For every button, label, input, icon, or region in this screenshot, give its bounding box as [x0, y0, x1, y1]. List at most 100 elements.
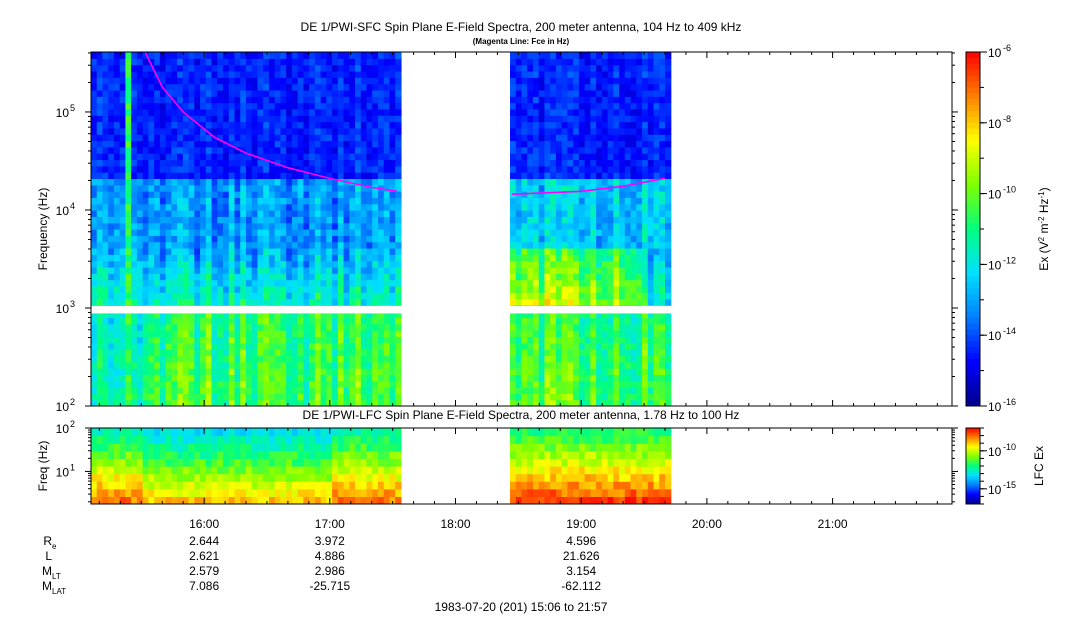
sfc-cell	[619, 241, 626, 249]
sfc-cell	[177, 311, 184, 319]
sfc-cell	[125, 77, 132, 85]
sfc-cell	[647, 380, 655, 388]
sfc-cell	[165, 247, 172, 255]
sfc-cell	[573, 89, 580, 97]
sfc-cell	[647, 127, 655, 135]
sfc-cell	[148, 64, 155, 72]
sfc-cell	[544, 342, 551, 350]
sfc-cell	[532, 210, 540, 217]
sfc-cell	[119, 115, 127, 123]
sfc-cell	[96, 115, 104, 123]
sfc-cell	[596, 349, 603, 357]
sfc-cell	[596, 115, 603, 123]
sfc-cell	[154, 273, 161, 281]
sfc-cell	[291, 342, 299, 350]
sfc-cell	[217, 229, 224, 236]
sfc-cell	[148, 241, 155, 249]
sfc-cell	[314, 159, 322, 167]
sfc-cell	[200, 197, 207, 205]
sfc-cell	[343, 52, 350, 59]
sfc-cell	[142, 89, 149, 97]
sfc-cell	[561, 96, 569, 104]
sfc-cell	[337, 285, 345, 293]
sfc-cell	[291, 58, 299, 66]
sfc-cell	[630, 361, 637, 369]
sfc-cell	[532, 134, 540, 142]
sfc-cell	[383, 279, 391, 287]
sfc-cell	[521, 83, 528, 91]
sfc-cell	[642, 254, 649, 262]
sfc-cell	[378, 254, 385, 262]
sfc-cell	[274, 127, 282, 135]
sfc-cell	[251, 229, 259, 236]
sfc-cell	[291, 64, 299, 72]
sfc-cell	[636, 64, 643, 72]
sfc-cell	[125, 127, 132, 135]
sfc-cell	[515, 77, 523, 85]
sfc-cell	[148, 210, 155, 217]
sfc-cell	[561, 184, 569, 192]
sfc-cell	[234, 203, 241, 211]
sfc-cell	[142, 317, 149, 325]
sfc-cell	[297, 323, 304, 331]
sfc-cell	[217, 102, 224, 110]
sfc-cell	[659, 159, 666, 167]
sfc-cell	[177, 235, 184, 243]
sfc-cell	[159, 241, 167, 249]
sfc-cell	[223, 64, 230, 72]
lfc-cell	[148, 488, 155, 497]
sfc-cell	[113, 285, 121, 293]
sfc-cell	[378, 178, 385, 186]
sfc-cell	[268, 153, 276, 161]
sfc-cell	[578, 279, 586, 287]
sfc-cell	[159, 260, 167, 268]
sfc-cell	[96, 355, 104, 363]
sfc-cell	[555, 222, 563, 230]
sfc-cell	[223, 399, 230, 406]
sfc-cell	[360, 355, 368, 363]
sfc-cell	[636, 115, 643, 123]
sfc-cell	[205, 241, 213, 249]
sfc-cell	[171, 273, 178, 281]
sfc-cell	[378, 96, 385, 104]
lfc-cell	[119, 496, 127, 504]
sfc-cell	[148, 393, 155, 401]
sfc-cell	[177, 77, 184, 85]
sfc-cell	[613, 77, 620, 85]
sfc-cell	[154, 266, 161, 274]
colorbar-cell	[966, 69, 980, 77]
sfc-cell	[280, 89, 287, 97]
sfc-cell	[647, 216, 655, 224]
sfc-cell	[659, 235, 666, 243]
lfc-cell	[217, 496, 224, 504]
sfc-cell	[108, 197, 115, 205]
lfc-cell	[182, 450, 190, 459]
sfc-cell	[383, 216, 391, 224]
sfc-cell	[177, 203, 184, 211]
lfc-cell	[182, 458, 190, 467]
sfc-cell	[372, 140, 379, 148]
sfc-cell	[619, 323, 626, 331]
sfc-cell	[119, 355, 127, 363]
sfc-cell	[280, 247, 287, 255]
sfc-cell	[607, 235, 614, 243]
lfc-cell	[136, 428, 144, 437]
sfc-cell	[280, 292, 287, 300]
fce-line-segment	[144, 52, 398, 193]
sfc-cell	[96, 387, 104, 394]
sfc-cell	[102, 178, 109, 186]
sfc-cell	[607, 342, 614, 350]
sfc-cell	[337, 387, 345, 394]
sfc-cell	[607, 273, 614, 281]
sfc-cell	[389, 298, 396, 306]
sfc-cell	[108, 342, 115, 350]
sfc-cell	[171, 311, 178, 319]
sfc-cell	[521, 380, 528, 388]
sfc-cell	[550, 222, 557, 230]
sfc-cell	[251, 374, 259, 382]
sfc-cell	[395, 387, 402, 394]
sfc-cell	[343, 210, 350, 217]
sfc-cell	[607, 197, 614, 205]
sfc-cell	[343, 121, 350, 129]
sfc-cell	[659, 165, 666, 173]
